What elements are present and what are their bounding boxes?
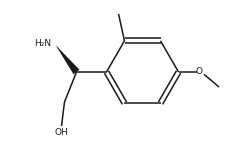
Polygon shape [55, 45, 79, 74]
Text: O: O [195, 68, 202, 76]
Text: H₂N: H₂N [34, 39, 52, 48]
Text: OH: OH [54, 128, 68, 137]
